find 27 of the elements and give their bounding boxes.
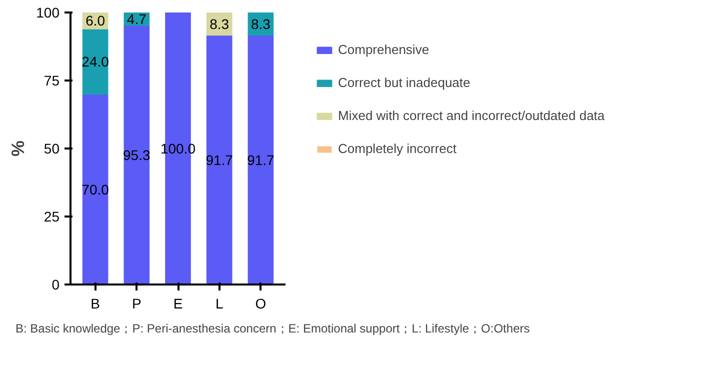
x-tick-label: P — [132, 296, 142, 312]
data-label: 91.7 — [247, 152, 275, 168]
bar — [248, 34, 274, 284]
y-tick-label: 25 — [44, 208, 60, 224]
legend-label: Completely incorrect — [338, 141, 456, 156]
text: B: Basic knowledge；P: Peri-anesthesia concern；E: Emotional support；L: Lifestyle；O:Others — [16, 322, 530, 336]
y-tick-label: 75 — [44, 72, 60, 88]
legend-label: Correct but inadequate — [338, 75, 470, 90]
data-label: 4.7 — [126, 10, 147, 27]
y-tick-label: 0 — [52, 276, 60, 292]
y-tick-label: 50 — [44, 140, 60, 156]
data-label: 8.3 — [210, 16, 230, 32]
legend-label: Mixed with correct and incorrect/outdated data — [338, 108, 605, 123]
data-label: 6.0 — [86, 12, 106, 29]
bar — [82, 94, 108, 284]
data-label: 8.3 — [250, 16, 271, 32]
data-label: 70.0 — [82, 181, 110, 198]
legend-label: Comprehensive — [338, 42, 430, 57]
x-tick-label: E — [173, 296, 183, 312]
x-tick-label: L — [215, 296, 224, 312]
y-tick-label: 100 — [36, 4, 60, 20]
data-label: 91.7 — [206, 152, 234, 168]
x-tick-label: O — [255, 296, 266, 312]
x-tick-label: B — [90, 296, 100, 312]
y-axis-title: % — [8, 140, 28, 156]
bar — [206, 34, 232, 284]
bar — [124, 24, 150, 284]
